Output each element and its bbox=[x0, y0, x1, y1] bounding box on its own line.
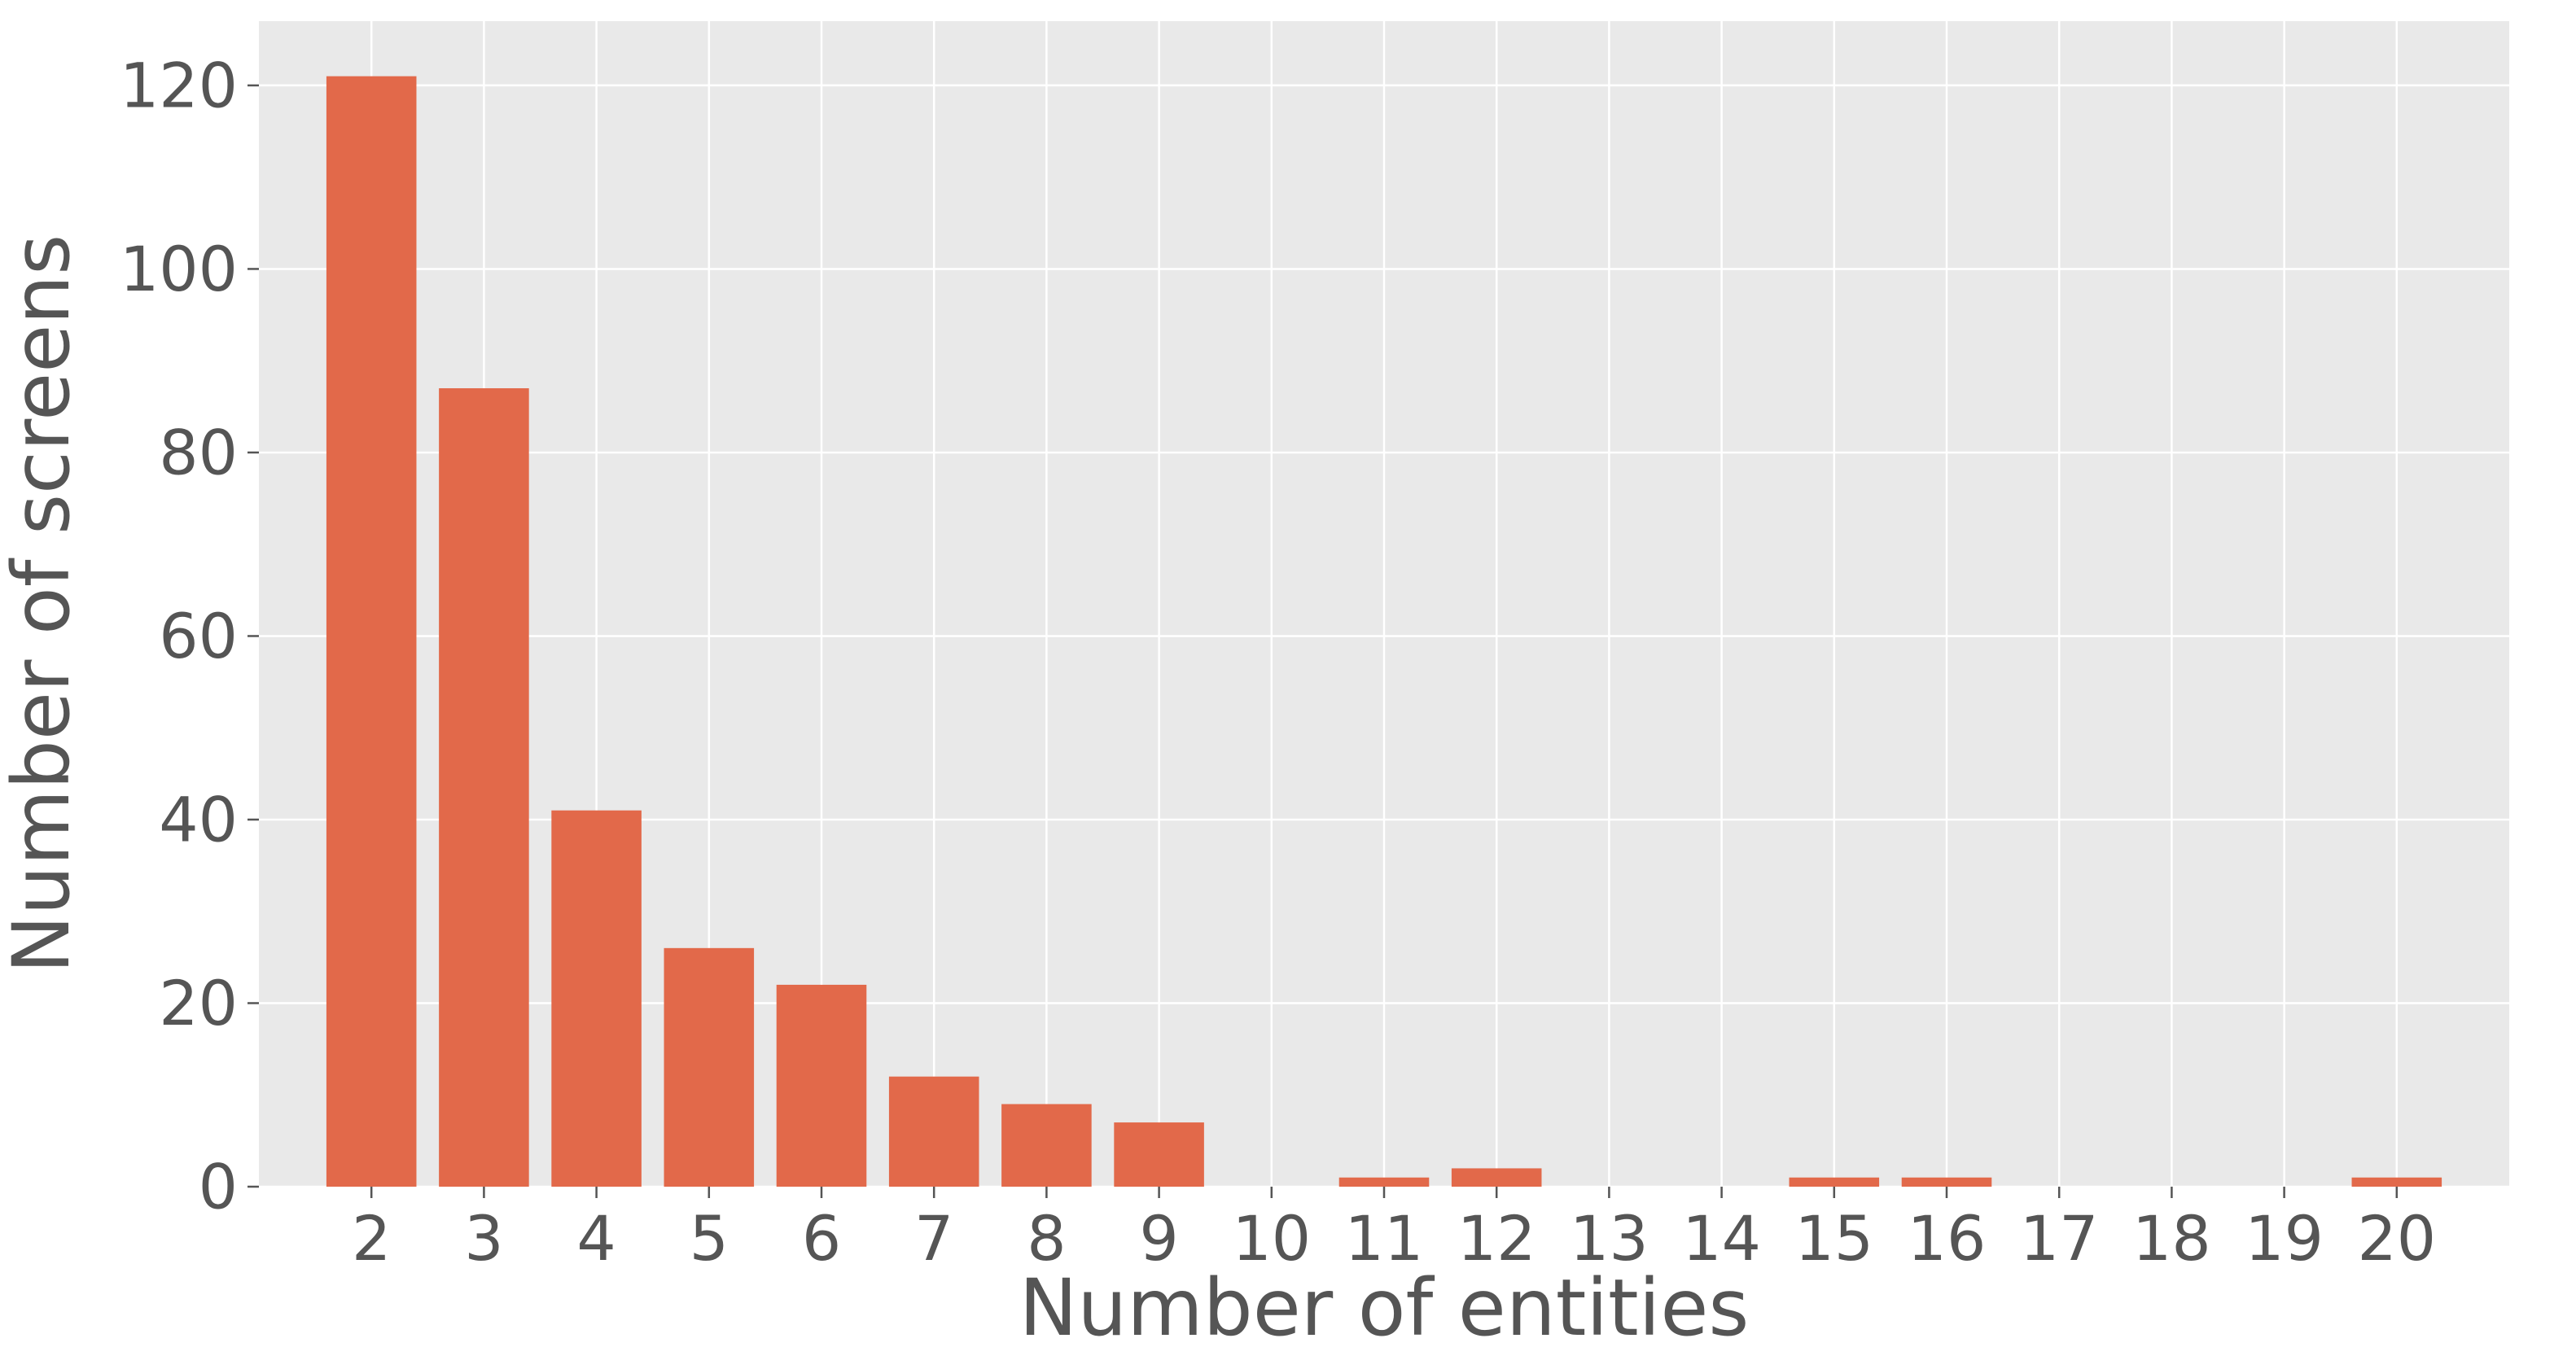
x-tick-label: 20 bbox=[2357, 1202, 2436, 1275]
bar-4 bbox=[551, 810, 642, 1187]
y-axis-label: Number of screens bbox=[0, 234, 87, 973]
bar-12 bbox=[1451, 1168, 1542, 1187]
x-tick-label: 13 bbox=[1570, 1202, 1649, 1275]
x-axis-label: Number of entities bbox=[1019, 1262, 1750, 1354]
x-tick-label: 4 bbox=[576, 1202, 616, 1275]
y-tick-label: 120 bbox=[120, 49, 238, 121]
y-tick-label: 60 bbox=[159, 600, 238, 672]
x-tick-label: 9 bbox=[1139, 1202, 1178, 1275]
bars bbox=[326, 76, 2442, 1187]
x-tick-label: 18 bbox=[2132, 1202, 2211, 1275]
y-axis-ticks: 0 20 40 60 80 100 120 bbox=[120, 49, 259, 1223]
bar-15 bbox=[1789, 1177, 1880, 1187]
bar-20 bbox=[2351, 1177, 2442, 1187]
y-tick-label: 0 bbox=[199, 1151, 238, 1223]
bar-8 bbox=[1001, 1104, 1092, 1187]
y-tick-label: 20 bbox=[159, 967, 238, 1039]
x-tick-label: 2 bbox=[352, 1202, 391, 1275]
x-tick-label: 7 bbox=[914, 1202, 953, 1275]
x-tick-label: 3 bbox=[464, 1202, 503, 1275]
x-tick-label: 6 bbox=[802, 1202, 841, 1275]
bar-3 bbox=[439, 388, 529, 1187]
x-tick-label: 8 bbox=[1027, 1202, 1066, 1275]
x-tick-label: 15 bbox=[1794, 1202, 1873, 1275]
bar-11 bbox=[1338, 1177, 1430, 1187]
x-axis-ticks: 2 3 4 5 6 7 8 9 10 11 12 13 14 15 16 17 18 19 20 bbox=[352, 1187, 2436, 1275]
x-tick-label: 11 bbox=[1345, 1202, 1424, 1275]
bar-6 bbox=[776, 984, 867, 1187]
x-tick-label: 12 bbox=[1457, 1202, 1536, 1275]
x-tick-label: 5 bbox=[690, 1202, 729, 1275]
x-tick-label: 10 bbox=[1232, 1202, 1311, 1275]
y-tick-label: 80 bbox=[159, 416, 238, 488]
bar-7 bbox=[888, 1076, 979, 1187]
bar-9 bbox=[1114, 1122, 1204, 1187]
x-tick-label: 19 bbox=[2245, 1202, 2324, 1275]
x-tick-label: 14 bbox=[1682, 1202, 1761, 1275]
x-tick-label: 17 bbox=[2020, 1202, 2099, 1275]
x-tick-label: 16 bbox=[1908, 1202, 1987, 1275]
y-tick-label: 40 bbox=[159, 783, 238, 855]
bar-16 bbox=[1901, 1177, 1992, 1187]
bar-5 bbox=[664, 947, 755, 1187]
y-tick-label: 100 bbox=[120, 233, 238, 305]
bar-2 bbox=[326, 76, 417, 1187]
